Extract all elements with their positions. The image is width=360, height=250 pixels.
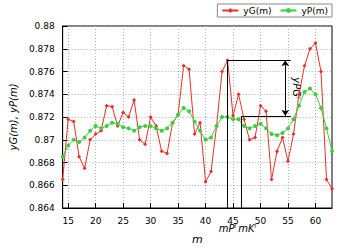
- svg-text:25: 25: [117, 216, 128, 226]
- svg-text:yP(m): yP(m): [301, 6, 328, 16]
- svg-text:0.87: 0.87: [35, 135, 55, 145]
- svg-text:0.864: 0.864: [29, 203, 55, 213]
- svg-text:m: m: [192, 233, 203, 246]
- svg-text:15: 15: [62, 216, 73, 226]
- svg-text:40: 40: [200, 216, 212, 226]
- svg-text:20: 20: [90, 216, 102, 226]
- svg-text:45: 45: [227, 216, 238, 226]
- svg-text:0.876: 0.876: [29, 67, 55, 77]
- svg-text:0.878: 0.878: [29, 44, 55, 54]
- svg-text:0.874: 0.874: [29, 89, 55, 99]
- svg-text:yG(m): yG(m): [243, 6, 271, 16]
- svg-text:60: 60: [310, 216, 322, 226]
- svg-text:0.88: 0.88: [35, 21, 55, 31]
- svg-text:yG(m), yP(m): yG(m), yP(m): [8, 83, 19, 151]
- svg-text:0.872: 0.872: [29, 112, 55, 122]
- svg-text:50: 50: [255, 216, 267, 226]
- svg-text:30: 30: [145, 216, 157, 226]
- svg-text:55: 55: [282, 216, 293, 226]
- svg-text:0.866: 0.866: [29, 180, 55, 190]
- svg-text:0.868: 0.868: [29, 158, 55, 168]
- svg-text:35: 35: [172, 216, 183, 226]
